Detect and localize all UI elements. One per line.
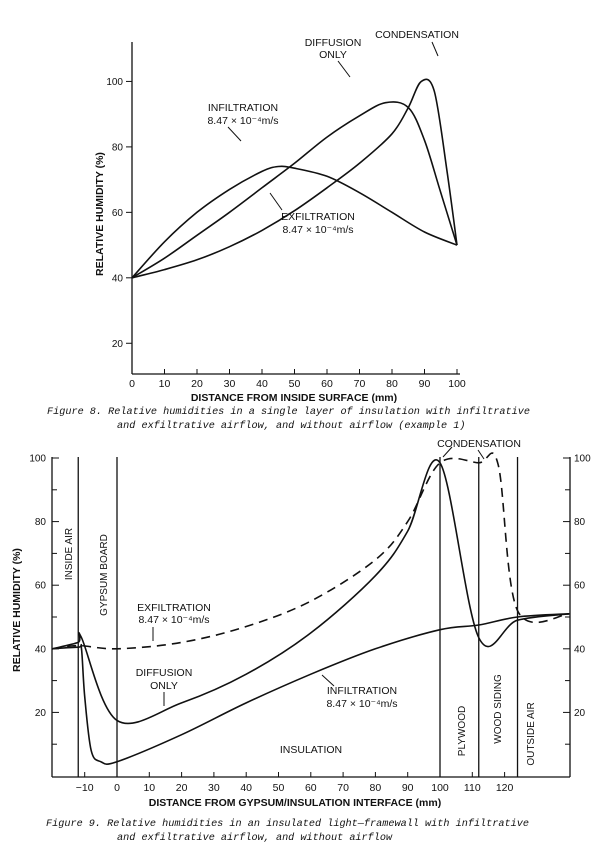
figure-8-x-tick-label: 0 (129, 378, 135, 390)
figure-8-y-tick-label: 40 (112, 273, 124, 284)
layer-label-plywood: PLYWOOD (457, 706, 468, 756)
figure-8-x-tick-label: 80 (386, 378, 398, 390)
figure-8-annotation-exfiltration: EXFILTRATION (281, 211, 355, 223)
figure-9-ticks: −10 0 10 20 30 40 50 60 70 80 90 100 110 120 20 40 60 80 1… (29, 454, 591, 795)
figure-8-line-exfiltration (131, 78, 458, 279)
figure-8-x-tick-label: 30 (224, 378, 236, 390)
figure-9-y-tick-label: 100 (29, 454, 46, 465)
figure-8-y-tick-label: 60 (112, 208, 124, 219)
figure-8-axes (131, 42, 460, 375)
figure-8-x-tick-label: 20 (191, 378, 203, 390)
figure-9-x-tick-label: 40 (240, 782, 252, 794)
figure-8-x-tick-label: 70 (354, 378, 366, 390)
figure-9-condensation-leader (442, 446, 453, 458)
figure-9-right-y-tick-label: 20 (574, 708, 586, 719)
figure-8-exfiltration-leader (269, 192, 283, 211)
figure-9-infiltration-leader (321, 674, 335, 687)
figure-8-ticks: 0 10 20 30 40 50 60 70 80 90 100 20 40 60 80 100 (106, 77, 466, 390)
figure-9-ylabel: RELATIVE HUMIDITY (%) (11, 548, 23, 672)
figure-9-annotation-exfiltration: EXFILTRATION (137, 602, 211, 614)
figure-8-caption-line-2: and exfiltrative airflow, and without ai… (117, 420, 465, 432)
figure-8-annotation-condensation: CONDENSATION (375, 29, 459, 41)
figure-9-chart: −10 0 10 20 30 40 50 60 70 80 90 100 110 120 20 40 60 80 1… (11, 438, 591, 844)
figure-8-line-diffusion-only (131, 101, 458, 279)
figure-9-right-y-tick-label: 100 (574, 454, 591, 465)
figure-8-x-tick-label: 10 (159, 378, 171, 390)
figure-8-chart: 0 10 20 30 40 50 60 70 80 90 100 20 40 60 80 100 RELATI… (47, 29, 530, 432)
figure-8-y-tick-label: 20 (112, 339, 124, 350)
figure-9-series (52, 452, 570, 765)
figure-8-x-tick-label: 40 (256, 378, 268, 390)
figure-8-caption-line-1: Figure 8. Relative humidities in a singl… (47, 406, 530, 418)
figure-8-line-infiltration (131, 165, 458, 279)
figure-8-infiltration-leader (227, 126, 242, 142)
figure-9-y-tick-label: 40 (35, 644, 47, 655)
figure-9-caption-line-1: Figure 9. Relative humidities in an insu… (46, 818, 529, 830)
figure-9-y-tick-label: 60 (35, 581, 47, 592)
figure-9-right-y-tick-label: 60 (574, 581, 586, 592)
figure-8-y-tick-label: 80 (112, 142, 124, 153)
figure-9-y-tick-label: 80 (35, 517, 47, 528)
figure-9-x-tick-label: 70 (337, 782, 349, 794)
figure-9-annotation-condensation: CONDENSATION (437, 438, 521, 450)
figure-9-x-tick-label: 90 (402, 782, 414, 794)
figure-8-x-tick-label: 60 (321, 378, 333, 390)
figure-8-annotation-infiltration-rate: 8.47 × 10⁻⁴m/s (207, 115, 278, 127)
figure-9-annotation-infiltration-rate: 8.47 × 10⁻⁴m/s (326, 698, 397, 710)
figure-9-x-tick-label: 30 (208, 782, 220, 794)
figure-8-annotation-infiltration: INFILTRATION (208, 102, 278, 114)
figure-9-x-tick-label: −10 (76, 782, 94, 794)
figure-8-diffusion-leader (337, 60, 351, 78)
figure-9-right-y-tick-label: 80 (574, 517, 586, 528)
figure-9-xlabel: DISTANCE FROM GYPSUM/INSULATION INTERFAC… (149, 797, 441, 809)
figure-9-y-tick-label: 20 (35, 708, 47, 719)
figure-8-x-tick-label: 90 (419, 378, 431, 390)
figure-9-right-y-tick-label: 40 (574, 644, 586, 655)
layer-label-gypsum-board: GYPSUM BOARD (99, 534, 110, 616)
layer-label-insulation: INSULATION (280, 744, 342, 756)
figure-8-condensation-leader (431, 41, 439, 57)
figure-8-x-tick-label: 50 (289, 378, 301, 390)
figure-9-x-tick-label: 10 (143, 782, 155, 794)
figure-8-annotation-exfiltration-rate: 8.47 × 10⁻⁴m/s (282, 224, 353, 236)
figure-9-x-tick-label: 20 (176, 782, 188, 794)
figure-8-annotation-diffusion: DIFFUSION (305, 37, 362, 49)
figure-8-ylabel: RELATIVE HUMIDITY (%) (94, 152, 106, 276)
figure-9-caption-line-2: and exfiltrative airflow, and without ai… (117, 832, 393, 844)
layer-label-outside-air: OUTSIDE AIR (526, 702, 537, 765)
figure-9-x-tick-label: 60 (305, 782, 317, 794)
figure-9-layer-boundaries (77, 457, 519, 777)
figure-9-x-tick-label: 120 (496, 782, 514, 794)
figure-8-y-tick-label: 100 (106, 77, 123, 88)
layer-label-inside-air: INSIDE AIR (64, 528, 75, 580)
figure-9-line-infiltration (52, 613, 570, 765)
figure-9-condensation-leader-2 (477, 449, 485, 460)
figure-9-annotation-diffusion: DIFFUSION (136, 667, 193, 679)
figure-8-series (131, 78, 458, 279)
figure-9-x-tick-label: 80 (370, 782, 382, 794)
figure-9-line-exfiltration (52, 452, 570, 650)
figure-9-annotation-infiltration: INFILTRATION (327, 685, 397, 697)
layer-label-wood-siding: WOOD SIDING (493, 674, 504, 744)
figure-9-x-tick-label: 0 (114, 782, 120, 794)
figure-9-annotation-diffusion-only: ONLY (150, 680, 178, 692)
figure-8-x-tick-label: 100 (448, 378, 466, 390)
figure-9-annotation-exfiltration-rate: 8.47 × 10⁻⁴m/s (138, 614, 209, 626)
figure-9-x-tick-label: 110 (464, 782, 481, 794)
figure-8-xlabel: DISTANCE FROM INSIDE SURFACE (mm) (191, 392, 397, 404)
figure-8-annotation-diffusion-only: ONLY (319, 49, 347, 61)
figure-9-line-diffusion-only (52, 459, 570, 725)
figure-9-x-tick-label: 50 (273, 782, 285, 794)
figure-9-x-tick-label: 100 (431, 782, 449, 794)
